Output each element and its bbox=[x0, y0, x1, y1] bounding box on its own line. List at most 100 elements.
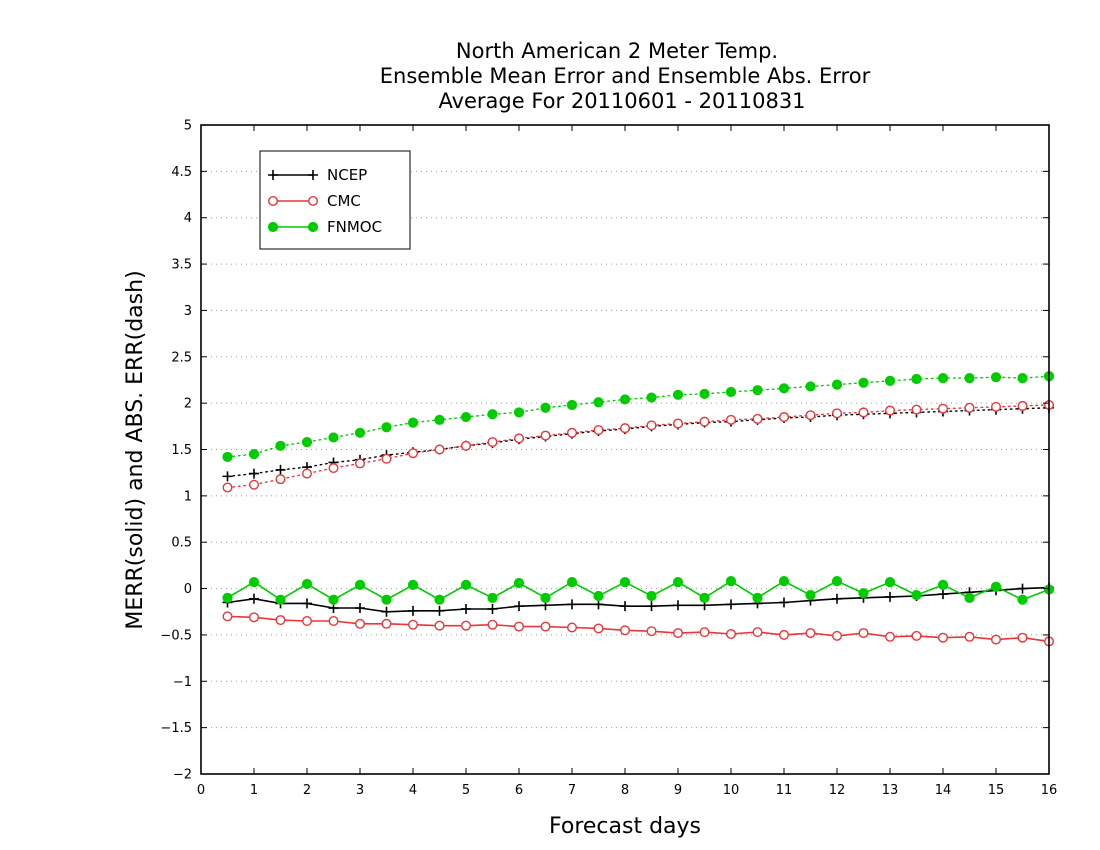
cmc-abs-error-point-circle-marker bbox=[858, 407, 869, 418]
cmc-abs-error-point-circle-marker bbox=[1017, 400, 1028, 411]
ncep-mean-error-point-plus-marker bbox=[885, 591, 895, 602]
cmc-abs-error-point-circle-marker bbox=[726, 414, 737, 425]
x-tick-label: 3 bbox=[356, 783, 364, 798]
fnmoc-mean-error-point-dot-marker bbox=[593, 590, 604, 602]
legend-label-ncep: NCEP bbox=[327, 166, 367, 184]
fnmoc-mean-error-point-dot-marker bbox=[540, 592, 551, 603]
legend-fnmoc-dot-marker bbox=[267, 221, 279, 233]
ncep-mean-error-point-plus-marker bbox=[487, 603, 498, 614]
legend-label-cmc: CMC bbox=[327, 192, 361, 210]
cmc-mean-error-point-circle-marker bbox=[726, 629, 737, 640]
ncep-mean-error-point-plus-marker bbox=[620, 601, 630, 612]
y-tick-label: 1.5 bbox=[171, 443, 192, 458]
cmc-abs-error-point-circle-marker bbox=[461, 440, 472, 451]
fnmoc-abs-error-point-dot-marker bbox=[646, 392, 657, 403]
cmc-mean-error-point-circle-marker bbox=[514, 621, 525, 632]
ncep-mean-error-point-plus-marker bbox=[1017, 583, 1028, 594]
fnmoc-abs-error-line bbox=[226, 375, 1050, 458]
fnmoc-abs-error-point-dot-marker bbox=[434, 414, 445, 425]
ncep-mean-error-point-plus-marker bbox=[302, 598, 312, 609]
cmc-mean-error-point-circle-marker bbox=[673, 628, 684, 639]
fnmoc-mean-error-point-dot-marker bbox=[911, 589, 922, 601]
gridlines bbox=[201, 170, 1049, 729]
fnmoc-mean-error-point-dot-marker bbox=[672, 576, 684, 588]
fnmoc-abs-error-point-dot-marker bbox=[566, 399, 578, 411]
cmc-abs-error-point-circle-marker bbox=[593, 425, 604, 436]
cmc-mean-error-point-circle-marker bbox=[1017, 632, 1028, 643]
fnmoc-abs-error-point-dot-marker bbox=[222, 451, 233, 463]
cmc-abs-error-point-circle-marker bbox=[779, 412, 790, 423]
cmc-mean-error-point-circle-marker bbox=[620, 625, 631, 636]
cmc-abs-error-point-circle-marker bbox=[434, 444, 445, 455]
cmc-abs-error-line bbox=[226, 404, 1050, 489]
fnmoc-mean-error-point-dot-marker bbox=[699, 592, 710, 603]
series-cmc bbox=[222, 399, 1054, 647]
x-tick-label: 5 bbox=[462, 783, 470, 798]
ncep-mean-error-point-plus-marker bbox=[381, 606, 392, 617]
legend: NCEP CMC FNMOC bbox=[259, 150, 411, 250]
cmc-mean-error-point-circle-marker bbox=[779, 629, 790, 640]
cmc-abs-error-point-circle-marker bbox=[408, 448, 419, 459]
cmc-abs-error-point-circle-marker bbox=[487, 437, 498, 448]
y-axis-title: MERR(solid) and ABS. ERR(dash) bbox=[123, 270, 148, 629]
fnmoc-abs-error-point-dot-marker bbox=[672, 389, 684, 400]
cmc-mean-error-point-circle-marker bbox=[355, 618, 366, 629]
fnmoc-abs-error-point-dot-marker bbox=[460, 411, 472, 423]
x-tick-label: 8 bbox=[621, 783, 629, 798]
fnmoc-abs-error-point-dot-marker bbox=[831, 379, 843, 390]
cmc-mean-error-point-circle-marker bbox=[248, 612, 259, 623]
legend-label-fnmoc: FNMOC bbox=[327, 218, 382, 236]
cmc-abs-error-point-circle-marker bbox=[275, 474, 286, 485]
cmc-abs-error-point-circle-marker bbox=[620, 423, 631, 434]
fnmoc-abs-error-point-dot-marker bbox=[275, 440, 286, 451]
fnmoc-abs-error-point-dot-marker bbox=[381, 422, 392, 433]
fnmoc-mean-error-point-dot-marker bbox=[884, 576, 896, 588]
fnmoc-abs-error-point-dot-marker bbox=[858, 377, 869, 388]
ncep-mean-error-point-plus-marker bbox=[832, 593, 842, 604]
fnmoc-mean-error-point-dot-marker bbox=[222, 592, 233, 603]
fnmoc-mean-error-point-dot-marker bbox=[513, 577, 525, 589]
cmc-mean-error-point-circle-marker bbox=[991, 634, 1002, 645]
series-fnmoc bbox=[222, 371, 1055, 605]
y-tick-label: 0 bbox=[184, 582, 192, 597]
fnmoc-abs-error-point-dot-marker bbox=[964, 373, 975, 384]
x-tick-label: 16 bbox=[1041, 783, 1058, 798]
fnmoc-mean-error-point-dot-marker bbox=[407, 579, 419, 590]
y-tick-label: 2.5 bbox=[171, 350, 192, 365]
cmc-mean-error-point-circle-marker bbox=[381, 618, 392, 629]
fnmoc-mean-error-line bbox=[227, 580, 1050, 601]
fnmoc-mean-error-point-dot-marker bbox=[328, 594, 339, 605]
chart-title: North American 2 Meter Temp. Ensemble Me… bbox=[380, 39, 871, 113]
axis-ticks: −2−1.5−1−0.500.511.522.533.544.550 1 2 3 4 5 6… bbox=[160, 119, 1057, 799]
ncep-mean-error-point-plus-marker bbox=[434, 605, 445, 616]
cmc-mean-error-point-circle-marker bbox=[832, 630, 843, 641]
fnmoc-mean-error-point-dot-marker bbox=[778, 576, 790, 587]
cmc-mean-error-point-circle-marker bbox=[540, 621, 551, 632]
y-tick-label: 5 bbox=[184, 119, 192, 134]
cmc-mean-error-point-circle-marker bbox=[222, 611, 233, 622]
legend-fnmoc-dot-marker bbox=[307, 221, 319, 233]
cmc-mean-error-point-circle-marker bbox=[487, 619, 498, 630]
x-tick-label: 9 bbox=[674, 783, 682, 798]
legend-markers bbox=[267, 170, 319, 233]
x-tick-label: 1 bbox=[250, 783, 258, 798]
cmc-abs-error-point-circle-marker bbox=[567, 427, 578, 438]
title-line-2: Ensemble Mean Error and Ensemble Abs. Er… bbox=[380, 64, 871, 88]
ncep-mean-error-point-plus-marker bbox=[249, 593, 259, 604]
y-tick-label: 1 bbox=[184, 489, 192, 504]
fnmoc-mean-error-point-dot-marker bbox=[937, 579, 949, 590]
ncep-mean-error-point-plus-marker bbox=[567, 599, 577, 610]
fnmoc-mean-error-point-dot-marker bbox=[752, 592, 763, 603]
cmc-abs-error-point-circle-marker bbox=[540, 430, 551, 441]
fnmoc-mean-error-point-dot-marker bbox=[487, 592, 498, 603]
fnmoc-mean-error-point-dot-marker bbox=[381, 594, 392, 605]
cmc-mean-error-point-circle-marker bbox=[699, 627, 710, 638]
fnmoc-mean-error-point-dot-marker bbox=[990, 581, 1002, 592]
legend-cmc-circle-marker bbox=[308, 195, 319, 206]
fnmoc-mean-error-point-dot-marker bbox=[619, 576, 631, 588]
x-tick-label: 0 bbox=[197, 783, 205, 798]
cmc-mean-error-point-circle-marker bbox=[461, 620, 472, 631]
y-tick-label: 0.5 bbox=[171, 536, 192, 551]
cmc-abs-error-point-circle-marker bbox=[248, 479, 259, 490]
fnmoc-abs-error-point-dot-marker bbox=[248, 449, 260, 460]
